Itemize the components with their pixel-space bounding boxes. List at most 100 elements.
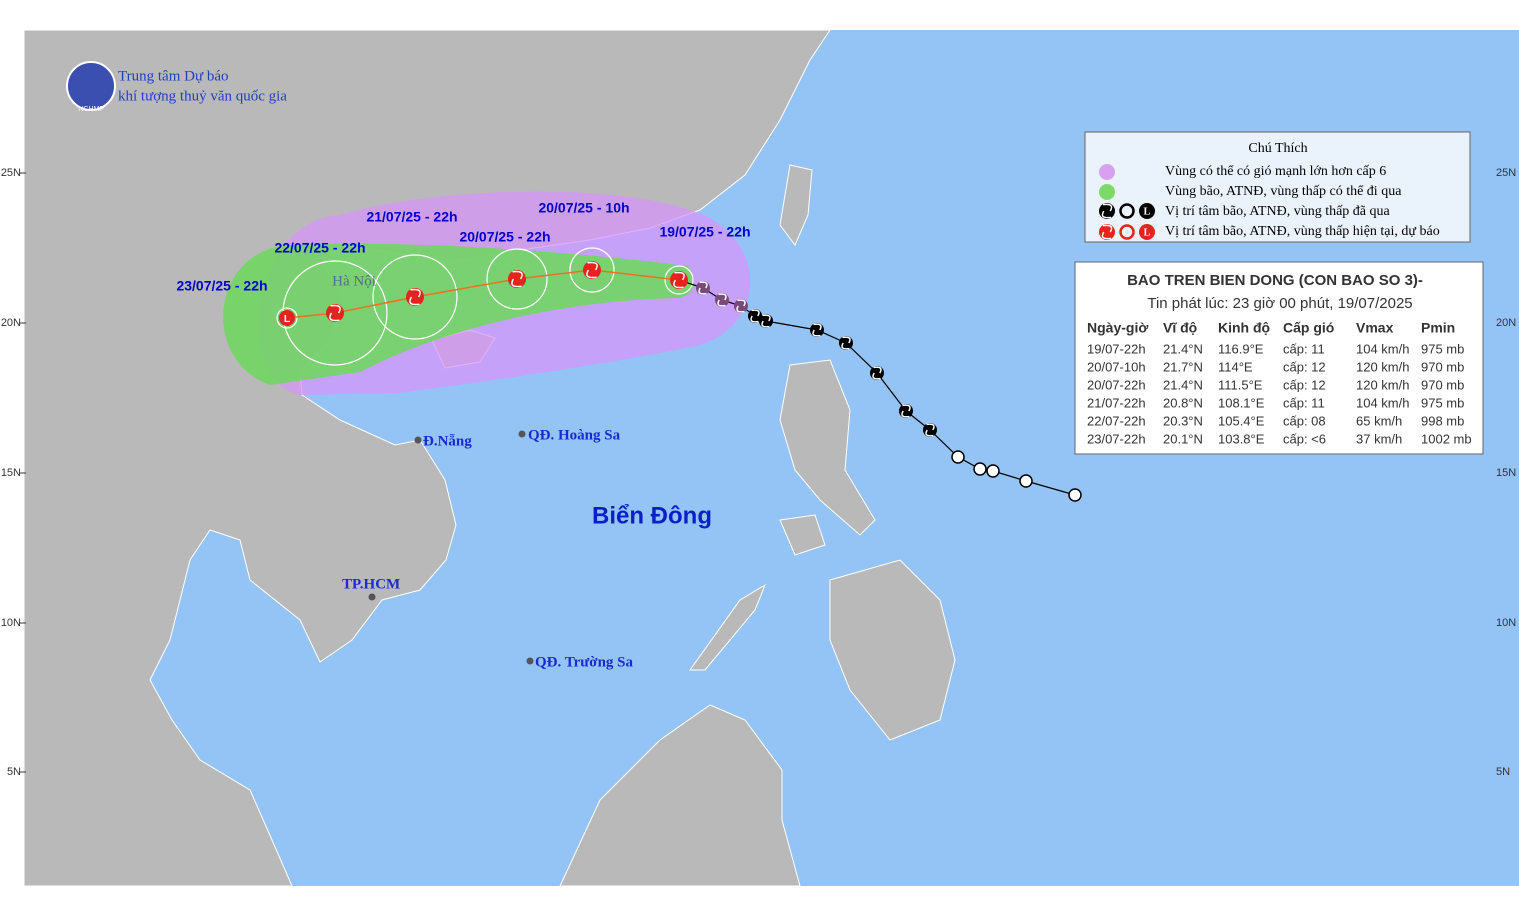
storm-swirl bbox=[925, 423, 935, 437]
table-cell: 1002 mb bbox=[1421, 431, 1472, 446]
table-cell: cấp: 11 bbox=[1283, 395, 1325, 410]
table-header: Pmin bbox=[1421, 320, 1455, 336]
table-cell: 970 mb bbox=[1421, 359, 1464, 374]
storm-swirl bbox=[409, 288, 421, 306]
track-label: 20/07/25 - 10h bbox=[538, 200, 629, 216]
table-cell: 975 mb bbox=[1421, 395, 1464, 410]
lat-label: 10N bbox=[1496, 617, 1516, 629]
table-header: Ngày-giờ bbox=[1087, 320, 1148, 336]
lat-label: 15N bbox=[1, 467, 21, 479]
table-cell: 975 mb bbox=[1421, 341, 1464, 356]
bulletin-issued: Tin phát lúc: 23 giờ 00 phút, 19/07/2025 bbox=[1147, 295, 1412, 312]
table-cell: 21/07-22h bbox=[1087, 395, 1146, 410]
legend-swatch bbox=[1099, 184, 1115, 200]
lat-label: 25N bbox=[1, 167, 21, 179]
lat-label: 15N bbox=[1496, 467, 1516, 479]
storm-symbol bbox=[759, 314, 773, 328]
storm-swirl bbox=[750, 309, 760, 323]
table-cell: 103.8°E bbox=[1218, 431, 1265, 446]
bulletin-title: BAO TREN BIEN DONG (CON BAO SO 3)- bbox=[1127, 272, 1423, 289]
storm-swirl bbox=[812, 323, 822, 337]
storm-swirl bbox=[698, 281, 708, 295]
table-header: Cấp gió bbox=[1283, 320, 1334, 336]
table-cell: 105.4°E bbox=[1218, 413, 1265, 428]
lat-label: 5N bbox=[1496, 766, 1510, 778]
low-letter: L bbox=[1144, 206, 1151, 217]
legend-label: Vùng có thể có gió mạnh lớn hơn cấp 6 bbox=[1165, 164, 1386, 179]
table-cell: 998 mb bbox=[1421, 413, 1464, 428]
storm-symbol bbox=[583, 261, 601, 279]
table-cell: 120 km/h bbox=[1356, 359, 1409, 374]
table-cell: 20/07-22h bbox=[1087, 377, 1146, 392]
table-cell: 19/07-22h bbox=[1087, 341, 1146, 356]
table-cell: 104 km/h bbox=[1356, 395, 1409, 410]
lat-label: 20N bbox=[1496, 317, 1516, 329]
uncertainty-circles bbox=[276, 247, 694, 366]
storm-symbol bbox=[406, 288, 424, 306]
low-symbol bbox=[1139, 203, 1155, 219]
storm-swirl bbox=[736, 299, 746, 313]
storm-swirl bbox=[329, 304, 341, 322]
legend-label: Vùng bão, ATNĐ, vùng thấp có thể đi qua bbox=[1165, 184, 1402, 199]
depression-symbol bbox=[1119, 203, 1135, 219]
table-cell: 116.9°E bbox=[1218, 341, 1264, 356]
storm-symbol bbox=[734, 299, 748, 313]
table-cell: 111.5°E bbox=[1218, 377, 1263, 392]
place-dots bbox=[368, 430, 534, 665]
legend-title: Chú Thích bbox=[1248, 141, 1307, 156]
table-cell: 20/07-10h bbox=[1087, 359, 1146, 374]
lat-label: 20N bbox=[1, 317, 21, 329]
storm-symbol bbox=[326, 304, 344, 322]
table-cell: cấp: 12 bbox=[1283, 359, 1326, 374]
storm-symbol bbox=[839, 336, 853, 350]
low-letter: L bbox=[284, 314, 291, 325]
low-symbol bbox=[279, 310, 295, 326]
storm-swirl bbox=[586, 261, 598, 279]
storm-swirl bbox=[872, 366, 882, 380]
storm-swirl bbox=[511, 270, 523, 288]
table-cell: cấp: 11 bbox=[1283, 341, 1325, 356]
table-cell: 21.4°N bbox=[1163, 377, 1203, 392]
storm-symbol bbox=[870, 366, 884, 380]
table-cell: 22/07-22h bbox=[1087, 413, 1146, 428]
storm-swirl bbox=[761, 314, 771, 328]
table-cell: 21.4°N bbox=[1163, 341, 1203, 356]
land bbox=[23, 29, 956, 887]
storm-symbol bbox=[1099, 224, 1115, 240]
place-label: TP.HCM bbox=[342, 576, 400, 592]
table-cell: 65 km/h bbox=[1356, 413, 1402, 428]
place-label: QĐ. Hoàng Sa bbox=[528, 427, 621, 443]
lat-label: 10N bbox=[1, 617, 21, 629]
table-cell: 20.3°N bbox=[1163, 413, 1203, 428]
table-cell: 37 km/h bbox=[1356, 431, 1402, 446]
lat-label: 5N bbox=[7, 766, 21, 778]
legend-label: Vị trí tâm bão, ATNĐ, vùng thấp hiện tại… bbox=[1165, 224, 1440, 239]
storm-swirl bbox=[717, 293, 727, 307]
table-cell: 114°E bbox=[1218, 359, 1253, 374]
org-name: khí tượng thuỷ văn quốc gia bbox=[118, 88, 287, 104]
storm-swirl bbox=[841, 336, 851, 350]
low-symbol bbox=[1139, 224, 1155, 240]
past-low bbox=[1068, 488, 1082, 502]
storm-symbol bbox=[696, 281, 710, 295]
table-cell: 120 km/h bbox=[1356, 377, 1409, 392]
storm-symbol bbox=[899, 404, 913, 418]
past-low bbox=[973, 462, 987, 476]
table-header: Kinh độ bbox=[1218, 320, 1270, 336]
track-label: 19/07/25 - 22h bbox=[659, 224, 750, 240]
track-label: 22/07/25 - 22h bbox=[274, 240, 365, 256]
table-cell: cấp: 12 bbox=[1283, 377, 1326, 392]
bulletin-box bbox=[1074, 261, 1484, 455]
table-cell: 20.8°N bbox=[1163, 395, 1203, 410]
storm-symbol bbox=[923, 423, 937, 437]
storm-swirl bbox=[1101, 203, 1113, 219]
place-label: QĐ. Trường Sa bbox=[535, 654, 634, 670]
table-cell: 104 km/h bbox=[1356, 341, 1409, 356]
storm-symbol bbox=[715, 293, 729, 307]
track-label: 20/07/25 - 22h bbox=[459, 229, 550, 245]
track-labels: 19/07/25 - 22h 20/07/25 - 10h 20/07/25 - 2… bbox=[176, 200, 750, 294]
depression-symbol bbox=[1119, 224, 1135, 240]
org-name: Trung tâm Dự báo bbox=[118, 68, 229, 84]
sea-label: Biển Đông bbox=[592, 502, 712, 529]
